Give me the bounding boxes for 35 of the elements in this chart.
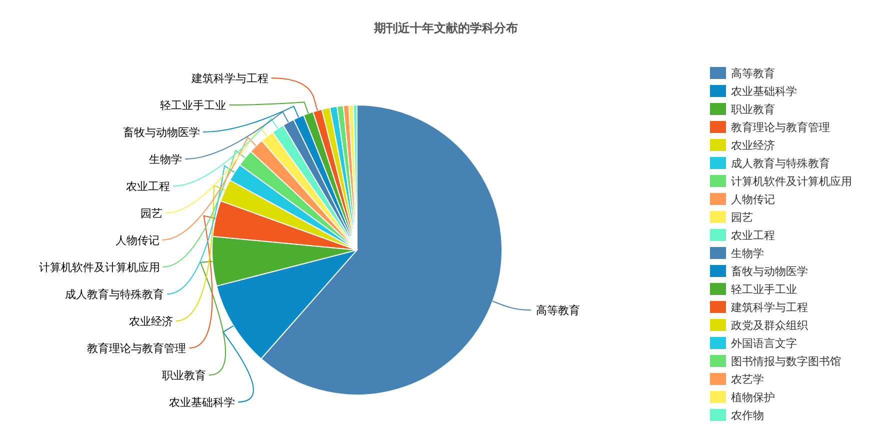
legend-label: 植物保护: [731, 391, 775, 404]
data-label: 生物学: [149, 153, 182, 166]
legend-label: 建筑科学与工程: [730, 301, 808, 314]
legend-label: 农业经济: [731, 139, 775, 152]
legend-label: 农业工程: [731, 229, 775, 242]
legend-label: 农业基础科学: [731, 85, 797, 98]
data-label: 农业工程: [126, 180, 170, 193]
legend-label: 高等教育: [731, 67, 775, 80]
legend-label: 农作物: [731, 409, 764, 422]
data-label: 高等教育: [536, 304, 580, 318]
data-label: 畜牧与动物医学: [123, 126, 200, 139]
legend-label: 外国语言文字: [731, 337, 797, 350]
legend-label: 生物学: [731, 247, 764, 260]
data-label: 教育理论与教育管理: [87, 342, 186, 355]
data-label: 职业教育: [162, 369, 206, 382]
data-label: 成人教育与特殊教育: [65, 288, 164, 301]
data-label: 人物传记: [115, 234, 160, 247]
legend-label: 成人教育与特殊教育: [731, 157, 830, 170]
legend-label: 教育理论与教育管理: [731, 121, 830, 134]
legend-label: 园艺: [731, 211, 753, 224]
legend-label: 计算机软件及计算机应用: [731, 175, 852, 188]
legend-label: 农艺学: [731, 373, 764, 386]
data-label: 轻工业手工业: [160, 99, 226, 112]
legend-label: 畜牧与动物医学: [731, 265, 808, 278]
legend-label: 职业教育: [731, 103, 775, 116]
legend-label: 人物传记: [731, 193, 775, 206]
legend-label: 图书情报与数字图书馆: [731, 355, 841, 368]
legend-label: 轻工业手工业: [731, 283, 797, 296]
legend-label: 政党及群众组织: [731, 319, 808, 332]
data-label: 园艺: [140, 207, 163, 220]
data-label: 计算机软件及计算机应用: [38, 261, 160, 274]
data-label: 农业基础科学: [169, 396, 235, 409]
chart-title: 期刊近十年文献的学科分布: [373, 21, 518, 35]
data-label: 农业经济: [128, 315, 173, 328]
data-label: 建筑科学与工程: [190, 72, 268, 85]
